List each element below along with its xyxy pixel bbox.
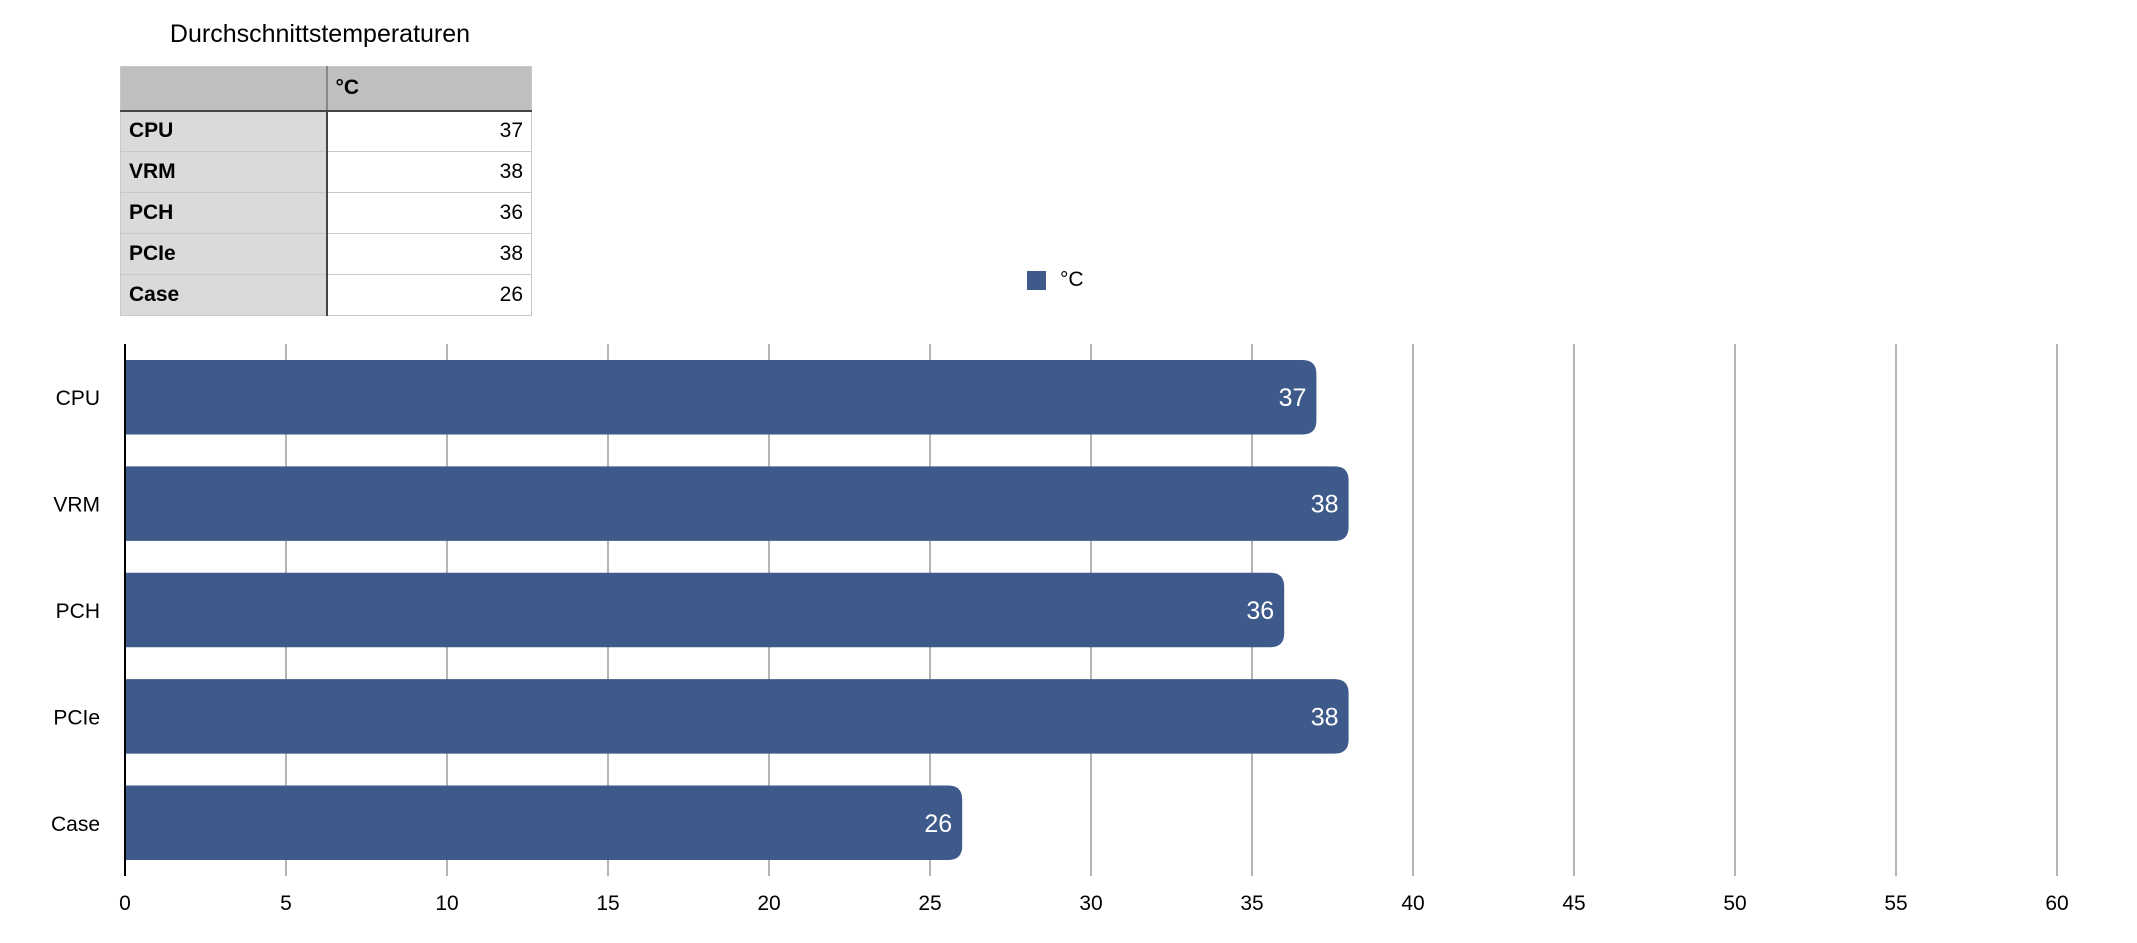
x-tick-label: 45	[1562, 892, 1585, 915]
bar	[125, 466, 1349, 541]
x-tick-label: 30	[1079, 892, 1102, 915]
y-category-label: Case	[51, 813, 100, 836]
chart-legend: °C	[1027, 268, 1084, 292]
x-tick-label: 25	[918, 892, 941, 915]
table-row-label: CPU	[120, 110, 328, 152]
y-category-label: VRM	[53, 494, 100, 517]
legend-label: °C	[1060, 268, 1084, 291]
table-row-label: PCIe	[120, 233, 328, 275]
bar	[125, 785, 963, 861]
table-corner-cell	[120, 66, 328, 112]
bar-value-label: 26	[924, 810, 952, 838]
bar	[125, 572, 1285, 648]
x-tick-label: 20	[757, 892, 780, 915]
table-cell-value: 38	[326, 233, 532, 275]
table-title: Durchschnittstemperaturen	[169, 20, 471, 48]
x-tick-label: 0	[119, 892, 131, 915]
table-row-label: PCH	[120, 192, 328, 234]
x-tick-label: 35	[1240, 892, 1263, 915]
table-column-header: °C	[326, 66, 532, 112]
y-category-label: PCH	[56, 600, 100, 623]
bar	[125, 679, 1349, 754]
x-tick-label: 15	[596, 892, 619, 915]
x-tick-label: 10	[435, 892, 458, 915]
x-tick-label: 5	[280, 892, 292, 915]
x-tick-label: 40	[1401, 892, 1424, 915]
table-row: CPU 37	[120, 110, 532, 152]
table-row: PCH 36	[120, 192, 532, 234]
y-category-label: CPU	[56, 387, 100, 410]
table-cell-value: 37	[326, 110, 532, 152]
bar-value-label: 38	[1311, 491, 1339, 519]
table-row-label: Case	[120, 274, 328, 316]
bar-value-label: 36	[1246, 597, 1274, 625]
table-row-label: VRM	[120, 151, 328, 193]
bar-value-label: 37	[1279, 384, 1307, 412]
table-row: Case 26	[120, 274, 532, 316]
table-cell-value: 26	[326, 274, 532, 316]
x-tick-label: 55	[1884, 892, 1907, 915]
table-cell-value: 38	[326, 151, 532, 193]
y-category-label: PCIe	[53, 706, 100, 729]
table-row: PCIe 38	[120, 233, 532, 275]
data-table: °C CPU 37 VRM 38 PCH 36 PCIe 38 Case 26	[120, 66, 532, 316]
bar	[125, 359, 1317, 435]
bar-value-label: 38	[1311, 703, 1339, 731]
x-tick-label: 50	[1723, 892, 1746, 915]
x-tick-label: 60	[2045, 892, 2068, 915]
table-header-row: °C	[120, 66, 532, 112]
legend-swatch	[1027, 270, 1046, 290]
table-row: VRM 38	[120, 151, 532, 193]
